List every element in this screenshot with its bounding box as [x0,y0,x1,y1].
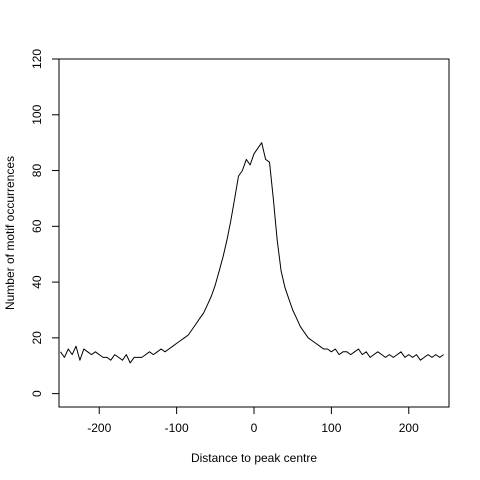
x-tick-label: 0 [251,421,258,435]
x-tick-label: -100 [165,421,189,435]
y-tick-label: 20 [30,331,44,345]
y-tick-label: 100 [30,104,44,124]
x-tick-label: -200 [87,421,111,435]
y-tick-label: 80 [30,164,44,178]
y-axis-title: Number of motif occurrences [3,156,17,310]
y-tick-label: 120 [30,49,44,69]
y-axis: 0 20 40 60 80 100 120 [30,49,59,397]
y-tick-label: 40 [30,275,44,289]
series-line [60,142,444,364]
series-layer [60,142,444,364]
y-tick-label: 0 [30,390,44,397]
y-tick-label: 60 [30,219,44,233]
x-axis-title: Distance to peak centre [191,451,317,465]
x-axis: -200 -100 0 100 200 [87,407,419,435]
x-tick-label: 100 [321,421,341,435]
x-tick-label: 200 [399,421,419,435]
